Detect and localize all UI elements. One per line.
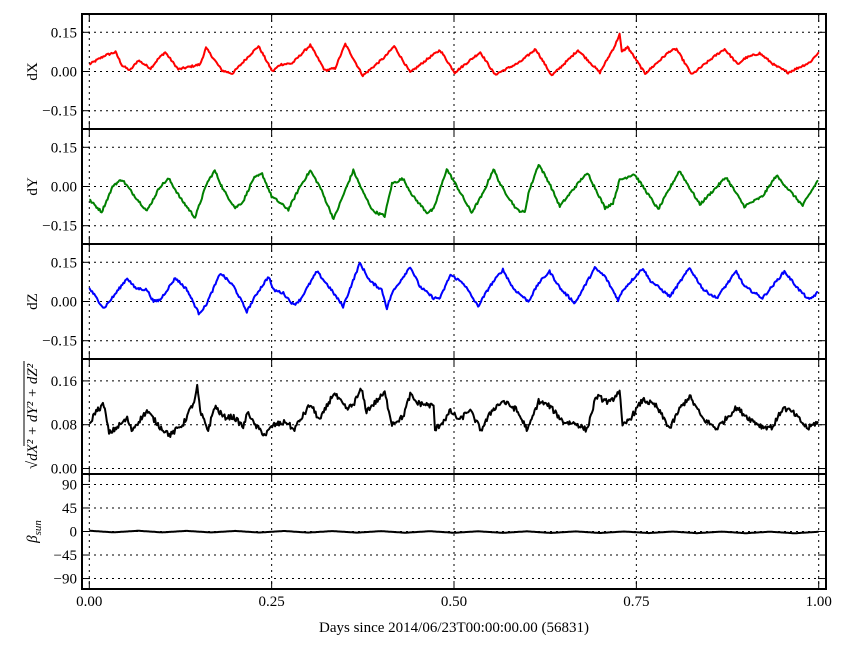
x-tick-label: 0.75	[623, 594, 649, 610]
y-tick-label: 0.00	[51, 462, 77, 478]
y-axis-label: dZ	[25, 293, 41, 310]
x-tick-label: 0.50	[441, 594, 467, 610]
subplot-3: 0.16 0.08 0.00 √dX² + dY² + dZ²	[23, 358, 827, 478]
y-tick-label: 0.15	[51, 25, 77, 41]
y-tick-label: 0	[70, 525, 78, 541]
subplot-2: 0.15 0.00 −0.15 dZ	[25, 243, 827, 360]
y-tick-label: −90	[54, 572, 77, 588]
subplot-0: 0.15 0.00 −0.15 dX	[25, 13, 827, 130]
y-tick-label: 0.15	[51, 255, 77, 271]
y-tick-label: −0.15	[42, 334, 77, 350]
y-tick-label: 0.08	[51, 418, 77, 434]
series-line-dZ	[88, 261, 819, 316]
y-tick-label: 45	[62, 501, 77, 517]
x-tick-label: 0.25	[259, 594, 285, 610]
y-tick-label: −45	[54, 548, 77, 564]
y-tick-label: 0.00	[51, 295, 77, 311]
y-label-sub: sun	[32, 520, 44, 536]
y-tick-label: 0.00	[51, 180, 77, 196]
y-axis-label: βsun	[25, 520, 44, 544]
series-line-dY	[89, 164, 819, 220]
y-tick-label: 0.00	[51, 65, 77, 81]
y-axis-label: √dX² + dY² + dZ²	[25, 363, 41, 469]
series-line-dX	[89, 32, 820, 78]
subplot-1: 0.15 0.00 −0.15 dY	[25, 128, 827, 245]
x-tick-label: 0.00	[76, 594, 102, 610]
y-label-main: β	[25, 535, 41, 544]
series-line-magnitude	[88, 383, 819, 438]
x-tick-label: 1.00	[806, 594, 832, 610]
y-axis-label: dX	[25, 62, 41, 81]
axes-frame	[81, 473, 827, 590]
y-axis-label: dY	[25, 177, 41, 196]
y-tick-label: −0.15	[42, 104, 77, 120]
y-tick-label: 90	[62, 477, 77, 493]
y-tick-label: −0.15	[42, 219, 77, 235]
x-axis-label: Days since 2014/06/23T00:00:00.00 (56831…	[319, 620, 589, 636]
y-tick-label: 0.15	[51, 140, 77, 156]
series-line-beta_sun	[89, 529, 819, 535]
y-tick-label: 0.16	[51, 374, 78, 390]
subplot-4: 90 45 0 −45 −90 βsun	[25, 473, 827, 590]
